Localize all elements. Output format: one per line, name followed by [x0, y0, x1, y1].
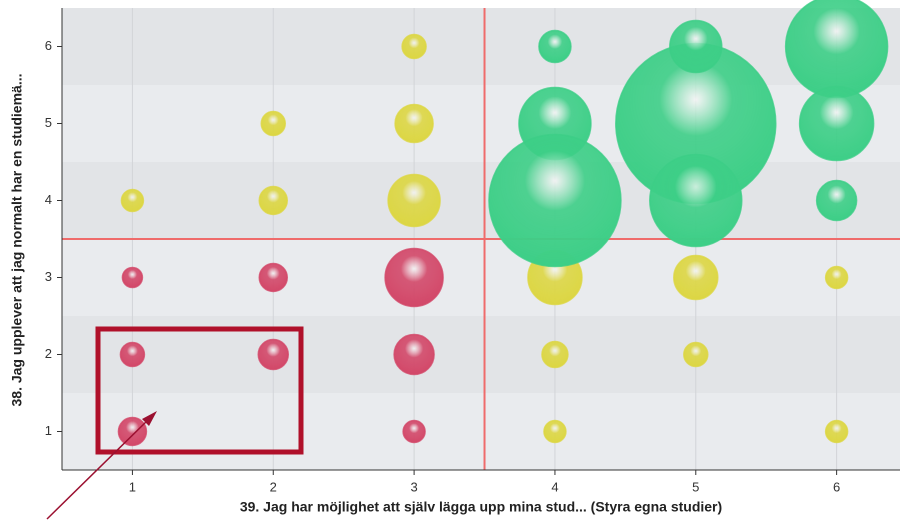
y-tick-label: 1 — [45, 423, 52, 438]
y-axis-title: 38. Jag upplever att jag normalt har en … — [9, 74, 25, 407]
bubble — [669, 19, 723, 74]
y-tick-label: 4 — [45, 192, 52, 207]
bubble — [538, 29, 572, 64]
bubble — [824, 419, 849, 444]
bubble — [119, 341, 146, 368]
bubble — [257, 338, 290, 371]
bubble — [117, 416, 148, 447]
bubble — [649, 153, 743, 248]
band — [62, 162, 900, 239]
bubble — [393, 333, 435, 376]
highlight-box — [95, 326, 304, 455]
bubble — [824, 265, 849, 290]
bubble — [120, 188, 145, 213]
bubble — [543, 419, 567, 444]
bubble — [387, 173, 441, 228]
x-tick-label: 6 — [833, 479, 840, 494]
bubble — [258, 262, 289, 293]
x-tick-label: 3 — [410, 479, 417, 494]
band — [62, 8, 900, 85]
annotation-arrow — [46, 417, 151, 520]
x-axis-title: 39. Jag har möjlighet att själv lägga up… — [240, 499, 722, 515]
bubble — [121, 266, 144, 289]
x-tick-label: 5 — [692, 479, 699, 494]
x-tick-label: 1 — [129, 479, 136, 494]
y-tick-label: 2 — [45, 346, 52, 361]
bubble — [815, 179, 858, 222]
y-tick-label: 3 — [45, 269, 52, 284]
bubble — [673, 254, 719, 301]
bubble — [260, 110, 287, 137]
x-tick-label: 2 — [270, 479, 277, 494]
bubble — [384, 247, 444, 308]
bubble — [401, 33, 427, 60]
bubble — [258, 185, 289, 216]
bubble — [488, 133, 622, 268]
bubble — [683, 341, 709, 368]
y-tick-label: 5 — [45, 115, 52, 130]
bubble — [402, 419, 426, 444]
bubble — [394, 103, 434, 144]
bubble — [784, 0, 889, 99]
bubble — [798, 85, 875, 162]
arrow-head — [142, 411, 157, 426]
x-tick-label: 4 — [551, 479, 558, 494]
y-tick-label: 6 — [45, 38, 52, 53]
bubble — [541, 340, 569, 369]
